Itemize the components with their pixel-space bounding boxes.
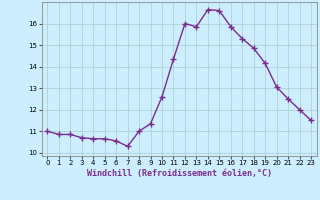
X-axis label: Windchill (Refroidissement éolien,°C): Windchill (Refroidissement éolien,°C) [87, 169, 272, 178]
